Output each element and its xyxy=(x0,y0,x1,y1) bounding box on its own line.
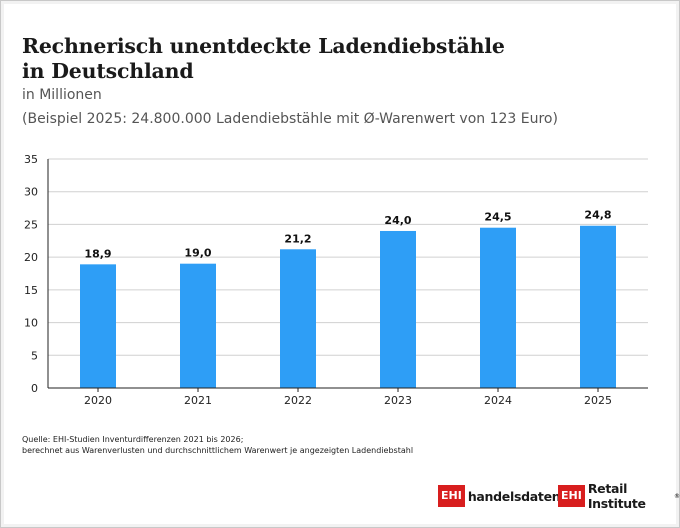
chart-title: Rechnerisch unentdeckte Ladendiebstähle … xyxy=(22,34,642,84)
retail-institute-text: Retail Institute xyxy=(587,481,646,511)
data-label: 24,8 xyxy=(584,209,611,222)
y-tick-label: 35 xyxy=(24,153,38,166)
ehi-mark: EHI xyxy=(438,485,465,507)
source-note: Quelle: EHI-Studien Inventurdifferenzen … xyxy=(22,434,413,456)
bar xyxy=(380,230,416,388)
chart-example-note: (Beispiel 2025: 24.800.000 Ladendiebstäh… xyxy=(22,111,558,127)
bar xyxy=(580,225,616,388)
data-label: 24,0 xyxy=(384,214,411,227)
y-tick-label: 5 xyxy=(31,349,38,362)
x-tick-label: 2020 xyxy=(84,394,112,407)
y-tick-label: 15 xyxy=(24,284,38,297)
bar xyxy=(180,263,216,388)
y-tick-label: 30 xyxy=(24,186,38,199)
x-tick-label: 2021 xyxy=(184,394,212,407)
y-tick-label: 20 xyxy=(24,251,38,264)
title-line-1: Rechnerisch unentdeckte Ladendiebstähle xyxy=(22,34,505,58)
bar xyxy=(480,227,516,388)
registered-mark: ® xyxy=(674,492,680,500)
x-tick-label: 2023 xyxy=(384,394,412,407)
y-tick-label: 0 xyxy=(31,382,38,395)
source-line-1: Quelle: EHI-Studien Inventurdifferenzen … xyxy=(22,435,244,444)
y-tick-label: 25 xyxy=(24,218,38,231)
ehi-mark: EHI xyxy=(558,485,585,507)
ehi-retail-institute-logo: EHI Retail Institute ® xyxy=(558,481,680,511)
y-tick-label: 10 xyxy=(24,317,38,330)
bar xyxy=(280,249,316,388)
chart-subtitle: in Millionen xyxy=(22,87,102,103)
x-tick-label: 2025 xyxy=(584,394,612,407)
handelsdaten-logo: EHI handelsdaten.de xyxy=(438,485,582,507)
data-label: 18,9 xyxy=(84,247,111,260)
handelsdaten-text: handelsdaten.de xyxy=(467,488,582,504)
x-tick-label: 2022 xyxy=(284,394,312,407)
title-line-2: in Deutschland xyxy=(22,59,194,83)
source-line-2: berechnet aus Warenverlusten und durchsc… xyxy=(22,446,414,455)
x-tick-label: 2024 xyxy=(484,394,512,407)
data-label: 21,2 xyxy=(284,232,311,245)
bar xyxy=(80,264,116,388)
data-label: 19,0 xyxy=(184,247,211,260)
data-label: 24,5 xyxy=(484,211,511,224)
